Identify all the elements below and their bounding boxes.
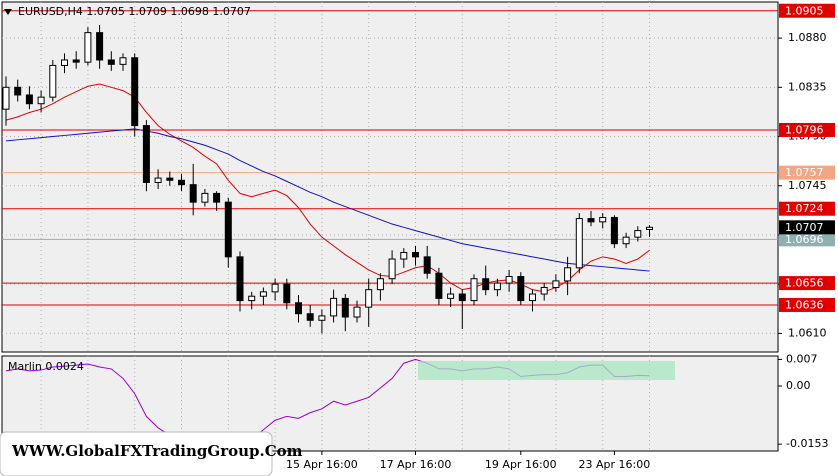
candle-body: [154, 177, 162, 183]
candle-body: [353, 306, 361, 318]
candle-body: [25, 94, 33, 105]
candle-body: [107, 59, 115, 65]
candle-body: [295, 302, 302, 315]
candle-body: [400, 251, 408, 260]
candle-body: [318, 315, 326, 321]
candle-body: [540, 286, 548, 295]
candle-body: [14, 86, 22, 96]
x-tick-label: 17 Apr 16:00: [380, 458, 452, 471]
level-label-box: [779, 232, 835, 247]
candle-body: [517, 276, 525, 302]
candle-body: [119, 57, 127, 65]
candle-body: [259, 291, 267, 297]
candle-body: [470, 278, 478, 302]
highlight-zone: [418, 361, 675, 380]
candle-body: [493, 282, 501, 291]
candle-body: [201, 192, 209, 203]
candle-body: [236, 256, 244, 302]
candle-body: [482, 278, 490, 291]
candle-body: [505, 276, 513, 284]
level-label: 1.0696: [785, 233, 824, 246]
level-label-box: [779, 165, 835, 180]
candle-body: [458, 293, 466, 302]
candle-body: [142, 125, 150, 183]
chart-title: EURUSD,H4 1.0705 1.0709 1.0698 1.0707: [18, 5, 251, 18]
candle-body: [646, 226, 653, 230]
candle-body: [447, 293, 455, 299]
watermark-box: [0, 431, 273, 476]
y-tick-label: 0.007: [786, 352, 818, 365]
y-tick-label: 1.0880: [788, 31, 827, 44]
candle-body: [178, 179, 185, 186]
x-tick-label: 15 Apr 16:00: [286, 458, 358, 471]
candle-body: [388, 258, 396, 280]
candle-body: [610, 216, 618, 245]
candle-body: [365, 289, 373, 308]
candle-body: [248, 295, 256, 302]
candle-body: [412, 251, 419, 258]
level-label: 1.0905: [785, 4, 824, 17]
menu-triangle: [4, 9, 12, 15]
level-label-box: [779, 3, 835, 18]
y-tick-label: 0.00: [786, 379, 811, 392]
level-label: 1.0757: [785, 166, 824, 179]
level-label: 1.0707: [785, 221, 824, 234]
y-tick-label: 1.0835: [788, 80, 827, 93]
level-label-box: [779, 201, 835, 216]
candle-body: [49, 64, 57, 98]
candle-body: [72, 59, 80, 63]
level-label: 1.0656: [785, 277, 824, 290]
candle-body: [224, 201, 232, 258]
level-label: 1.0796: [785, 123, 824, 136]
candle-body: [330, 297, 338, 317]
candle-body: [37, 96, 45, 105]
candle-body: [634, 230, 642, 238]
candle-body: [271, 283, 279, 293]
candle-body: [599, 216, 607, 223]
candle-body: [306, 313, 314, 321]
candle-body: [575, 218, 583, 269]
candle-body: [341, 297, 349, 318]
candle-body: [283, 283, 291, 304]
candle-body: [376, 278, 384, 291]
price-pane: [1, 1, 779, 353]
candle-body: [213, 192, 221, 203]
y-tick-label: -0.0153: [786, 437, 828, 450]
candle-body: [564, 267, 572, 282]
level-label: 1.0724: [785, 202, 824, 215]
level-label-box: [779, 276, 835, 291]
indicator-title: Marlin 0.0024: [8, 360, 84, 373]
moving-average: [5, 128, 650, 272]
level-label: 1.0636: [785, 298, 824, 311]
candle-body: [435, 272, 443, 299]
candle-body: [552, 280, 560, 288]
x-tick-label: 19 Apr 16:00: [485, 458, 557, 471]
candle-body: [96, 32, 104, 61]
candle-body: [131, 57, 139, 127]
level-label-box: [779, 297, 835, 312]
plot-layer: 15 Apr 16:00 17 Apr 16:00 19 Apr 16:00 23 A…: [2, 2, 835, 471]
candle-body: [587, 218, 595, 223]
candle-body: [622, 236, 630, 245]
candle-body: [166, 177, 174, 181]
candle-body: [2, 86, 10, 110]
candle-body: [189, 184, 197, 203]
candle-body: [529, 293, 536, 302]
x-tick-label: 23 Apr 16:00: [579, 458, 651, 471]
candle-body: [423, 256, 431, 274]
candle-body: [61, 59, 68, 66]
level-label-box: [779, 122, 835, 137]
candle-body: [84, 32, 92, 63]
watermark: WWW.GlobalFXTradingGroup.Com: [11, 442, 303, 460]
level-label-box: [779, 220, 835, 235]
y-tick-label: 1.0745: [788, 179, 827, 192]
y-tick-label: 1.0610: [788, 326, 827, 339]
